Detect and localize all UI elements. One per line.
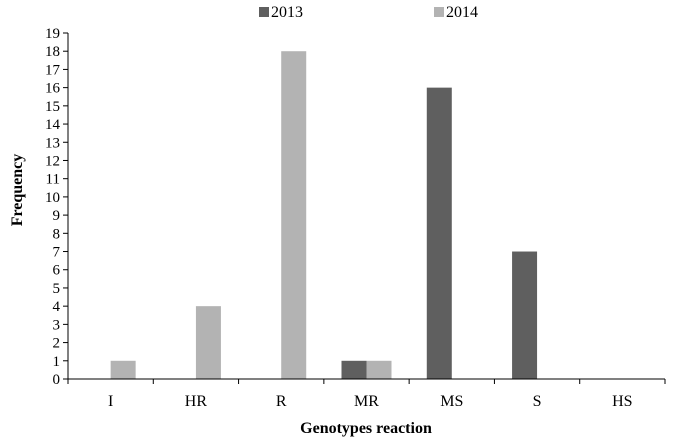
- axes: [67, 33, 666, 384]
- bar-2014-MR: [366, 360, 392, 379]
- bar-2014-HR: [195, 306, 221, 379]
- y-tick-label: 12: [45, 153, 60, 169]
- y-tick-label: 2: [53, 336, 61, 352]
- y-tick-label: 3: [53, 317, 61, 333]
- x-axis-labels: I HR R MR MS S HS: [108, 393, 633, 410]
- x-axis-title: Genotypes reaction: [300, 420, 432, 437]
- x-tick-label: HS: [612, 393, 632, 410]
- bar-2013-MR: [341, 360, 367, 379]
- y-tick-label: 11: [46, 172, 60, 188]
- bar-2013-S: [512, 251, 538, 379]
- y-tick-label: 10: [45, 190, 60, 206]
- x-tick-label: MR: [354, 393, 379, 410]
- y-tick-label: 0: [53, 372, 61, 388]
- y-tick-label: 19: [45, 26, 60, 42]
- x-tick-label: S: [533, 393, 542, 410]
- x-tick-label: R: [276, 393, 287, 410]
- y-tick-label: 6: [53, 263, 61, 279]
- y-tick-label: 8: [53, 226, 61, 242]
- y-tick-label: 17: [45, 62, 61, 78]
- legend-swatch-2014: [434, 7, 444, 17]
- y-axis-title: Frequency: [9, 154, 26, 227]
- y-tick-label: 18: [45, 44, 60, 60]
- legend-label: 2014: [446, 4, 478, 21]
- y-tick-label: 9: [53, 208, 61, 224]
- y-tick-label: 13: [45, 135, 60, 151]
- x-tick-label: I: [108, 393, 113, 410]
- y-tick-label: 15: [45, 99, 60, 115]
- legend-label: 2013: [271, 4, 303, 21]
- bar-2013-MS: [426, 87, 452, 379]
- y-tick-label: 7: [53, 245, 61, 261]
- bar-2014-I: [110, 360, 136, 379]
- y-tick-label: 14: [45, 117, 61, 133]
- legend: 2013 2014: [259, 4, 478, 21]
- x-tick-label: MS: [440, 393, 463, 410]
- y-tick-label: 16: [45, 81, 61, 97]
- y-tick-label: 4: [53, 299, 61, 315]
- bar-2014-R: [281, 51, 307, 380]
- x-tick-label: HR: [185, 393, 208, 410]
- y-tick-label: 1: [53, 354, 61, 370]
- legend-swatch-2013: [259, 7, 269, 17]
- y-tick-label: 5: [53, 281, 61, 297]
- bars: [110, 51, 538, 380]
